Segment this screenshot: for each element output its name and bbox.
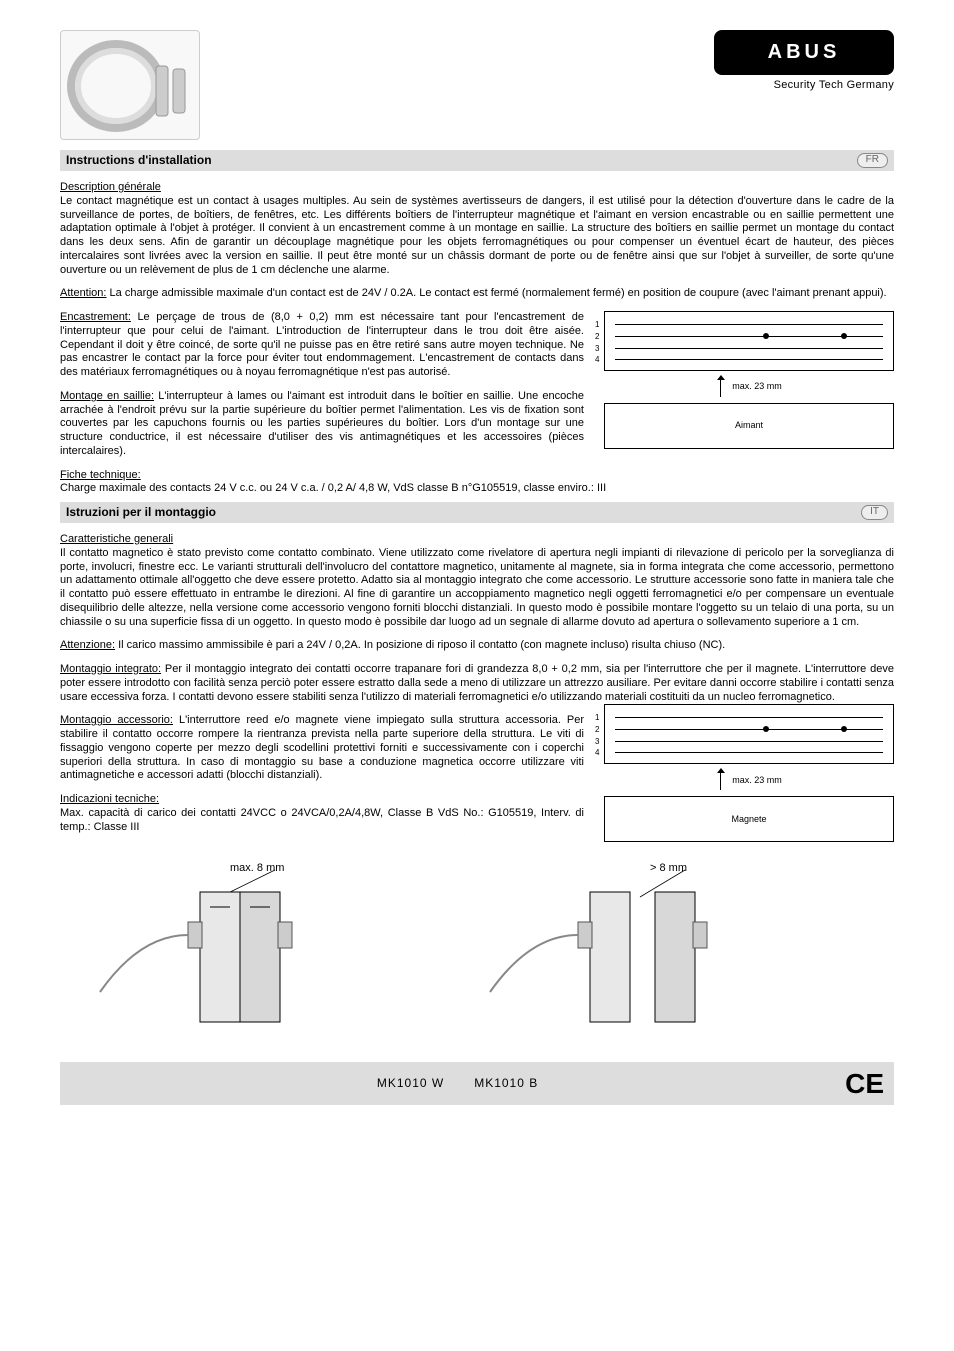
fr-desc-body: Le contact magnétique est un contact à u…: [60, 195, 894, 276]
it-int-heading: Montaggio integrato:: [60, 663, 161, 675]
it-accessorio: Montaggio accessorio: L'interruttore ree…: [60, 714, 584, 783]
gap-text-it: max. 23 mm: [732, 775, 782, 786]
fr-enc-heading: Encastrement:: [60, 311, 131, 323]
fr-attention: Attention: La charge admissible maximale…: [60, 287, 894, 301]
diagram-num-4: 4: [595, 355, 599, 365]
section-title-fr: Instructions d'installation: [66, 153, 212, 168]
fr-att-body: La charge admissible maximale d'un conta…: [106, 287, 886, 299]
fr-desc-heading: Description générale: [60, 181, 161, 193]
model-b: MK1010 B: [474, 1076, 538, 1091]
magnet-label-fr: Aimant: [735, 420, 763, 431]
it-description: Caratteristiche generali Il contatto mag…: [60, 533, 894, 629]
arrow-updown-icon-it: [716, 768, 726, 792]
section-bar-it: Istruzioni per il montaggio IT: [60, 502, 894, 523]
brand-logo: ABUS: [714, 30, 894, 75]
diagram-gap-label-fr: max. 23 mm: [604, 375, 894, 399]
diagram-num-1-it: 1: [595, 713, 599, 723]
diagram-num-1: 1: [595, 320, 599, 330]
fr-att-heading: Attention:: [60, 287, 106, 299]
fr-gap-diagram: 1 2 3 4 max. 23 mm Aimant: [604, 311, 894, 459]
it-int-body: Per il montaggio integrato dei contatti …: [60, 663, 894, 703]
model-a: MK1010 W: [377, 1076, 444, 1091]
magnet-label-it: Magnete: [731, 814, 766, 825]
it-tech: Indicazioni tecniche: Max. capacità di c…: [60, 793, 584, 834]
diagram-num-4-it: 4: [595, 748, 599, 758]
diagram-num-3-it: 3: [595, 737, 599, 747]
callout-bad: > 8 mm: [650, 862, 687, 876]
fr-fiche-body: Charge maximale des contacts 24 V c.c. o…: [60, 482, 606, 494]
it-attenzione: Attenzione: Il carico massimo ammissibil…: [60, 639, 894, 653]
diagram-magnet-box-fr: Aimant: [604, 403, 894, 449]
it-desc-heading: Caratteristiche generali: [60, 533, 173, 545]
diagram-gap-label-it: max. 23 mm: [604, 768, 894, 792]
fr-description: Description générale Le contact magnétiq…: [60, 181, 894, 277]
diagram-switch-box-it: 1 2 3 4: [604, 704, 894, 764]
it-integrato-intro: Montaggio integrato: Per il montaggio in…: [60, 663, 894, 704]
lang-badge-fr: FR: [857, 153, 888, 168]
it-tech-body: Max. capacità di carico dei contatti 24V…: [60, 807, 584, 833]
it-att-heading: Attenzione:: [60, 639, 115, 651]
install-diagram-ok: max. 8 mm: [60, 862, 420, 1032]
page-header: ABUS Security Tech Germany: [60, 30, 894, 140]
brand-block: ABUS Security Tech Germany: [714, 30, 894, 93]
fr-encastrement-row: Encastrement: Le perçage de trous de (8,…: [60, 311, 894, 459]
it-tech-heading: Indicazioni tecniche:: [60, 793, 159, 805]
callout-ok: max. 8 mm: [230, 862, 284, 876]
fr-encastrement: Encastrement: Le perçage de trous de (8,…: [60, 311, 584, 380]
arrow-updown-icon: [716, 375, 726, 399]
fr-saillie: Montage en saillie: L'interrupteur à lam…: [60, 390, 584, 459]
it-att-body: Il carico massimo ammissibile è pari a 2…: [115, 639, 725, 651]
diagram-switch-box-fr: 1 2 3 4: [604, 311, 894, 371]
section-title-it: Istruzioni per il montaggio: [66, 505, 216, 520]
gap-text-fr: max. 23 mm: [732, 381, 782, 392]
fr-fiche: Fiche technique: Charge maximale des con…: [60, 469, 894, 497]
it-acc-heading: Montaggio accessorio:: [60, 714, 173, 726]
diagram-num-2-it: 2: [595, 725, 599, 735]
ce-mark-icon: CE: [845, 1066, 884, 1101]
fr-sail-heading: Montage en saillie:: [60, 390, 154, 402]
page-footer: MK1010 W MK1010 B CE: [60, 1062, 894, 1105]
fr-enc-body: Le perçage de trous de (8,0 + 0,2) mm es…: [60, 311, 584, 378]
diagram-num-3: 3: [595, 344, 599, 354]
diagram-num-2: 2: [595, 332, 599, 342]
it-gap-diagram: 1 2 3 4 max. 23 mm Magnete: [604, 704, 894, 842]
product-photo: [60, 30, 200, 140]
install-diagram-bad: > 8 mm: [460, 862, 820, 1032]
install-diagrams-row: max. 8 mm > 8 mm: [60, 862, 894, 1032]
diagram-magnet-box-it: Magnete: [604, 796, 894, 842]
brand-tagline: Security Tech Germany: [714, 79, 894, 93]
it-desc-body: Il contatto magnetico è stato previsto c…: [60, 547, 894, 628]
fr-fiche-heading: Fiche technique:: [60, 469, 141, 481]
section-bar-fr: Instructions d'installation FR: [60, 150, 894, 171]
lang-badge-it: IT: [861, 505, 888, 520]
it-accessorio-row: Montaggio accessorio: L'interruttore ree…: [60, 704, 894, 842]
